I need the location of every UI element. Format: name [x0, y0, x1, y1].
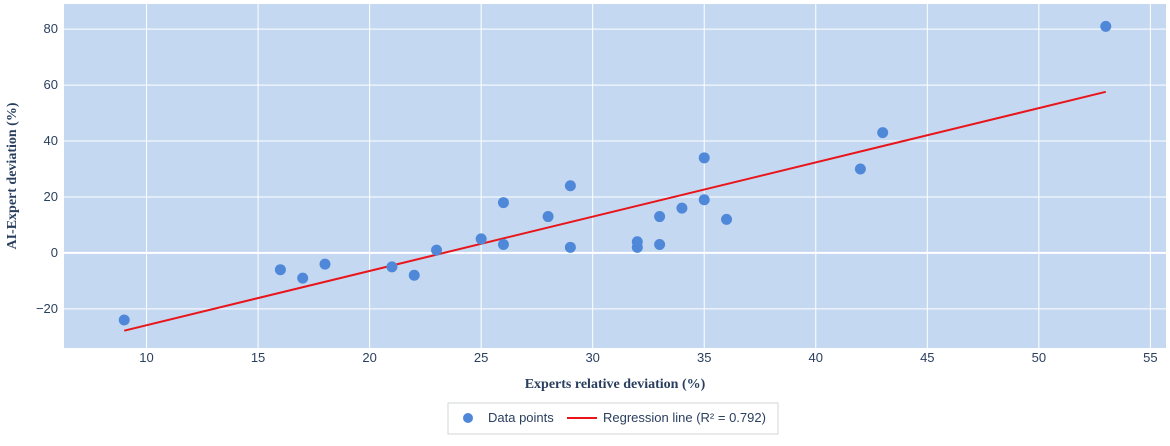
y-tick-label: 60	[44, 77, 58, 92]
data-point	[319, 258, 331, 270]
data-points-layer	[118, 20, 1112, 326]
y-tick-label: −20	[36, 301, 58, 316]
x-tick-label: 20	[362, 350, 376, 365]
data-point	[274, 264, 286, 276]
data-point	[698, 152, 710, 164]
regression-line-layer	[123, 90, 1107, 332]
x-tick-label: 45	[920, 350, 934, 365]
data-point	[497, 197, 509, 209]
data-point	[631, 241, 643, 253]
data-point	[297, 272, 309, 284]
legend-item-data-points[interactable]: Data points	[463, 410, 554, 425]
y-tick-label: 20	[44, 189, 58, 204]
y-axis-title: AI-Expert deviation (%)	[5, 102, 20, 249]
x-tick-label: 30	[585, 350, 599, 365]
data-point	[1100, 20, 1112, 32]
regression-line	[123, 90, 1107, 332]
data-point	[564, 180, 576, 192]
legend-label-data-points: Data points	[488, 410, 554, 425]
data-point	[475, 233, 487, 245]
data-point	[408, 269, 420, 281]
data-point	[877, 127, 889, 139]
data-point	[698, 194, 710, 206]
data-point	[854, 163, 866, 175]
x-tick-label: 50	[1032, 350, 1046, 365]
legend[interactable]: Data points Regression line (R² = 0.792)	[447, 402, 779, 435]
data-point	[721, 213, 733, 225]
x-tick-label: 15	[251, 350, 265, 365]
x-axis-title: Experts relative deviation (%)	[525, 377, 706, 392]
data-point	[386, 261, 398, 273]
data-point	[564, 241, 576, 253]
data-point	[118, 314, 130, 326]
data-point	[654, 211, 666, 223]
x-tick-label: 25	[474, 350, 488, 365]
legend-label-regression-line: Regression line (R² = 0.792)	[603, 410, 766, 425]
y-axis-ticks: −20 0 20 40 60 80	[36, 21, 58, 316]
data-point	[676, 202, 688, 214]
legend-box	[447, 402, 779, 435]
x-tick-label: 40	[809, 350, 823, 365]
x-tick-label: 10	[139, 350, 153, 365]
data-point	[497, 239, 509, 251]
data-point	[654, 239, 666, 251]
legend-item-regression-line[interactable]: Regression line (R² = 0.792)	[567, 410, 766, 425]
data-point	[542, 211, 554, 223]
plot-area	[64, 4, 1166, 348]
legend-marker-data-points	[463, 413, 473, 423]
y-tick-label: 80	[44, 21, 58, 36]
x-tick-label: 55	[1143, 350, 1157, 365]
y-tick-label: 40	[44, 133, 58, 148]
y-tick-label: 0	[51, 245, 58, 260]
data-point	[431, 244, 443, 256]
grid-lines	[64, 4, 1166, 348]
x-tick-label: 35	[697, 350, 711, 365]
x-axis-ticks: 10 15 20 25 30 35 40 45 50 55	[139, 350, 1157, 365]
